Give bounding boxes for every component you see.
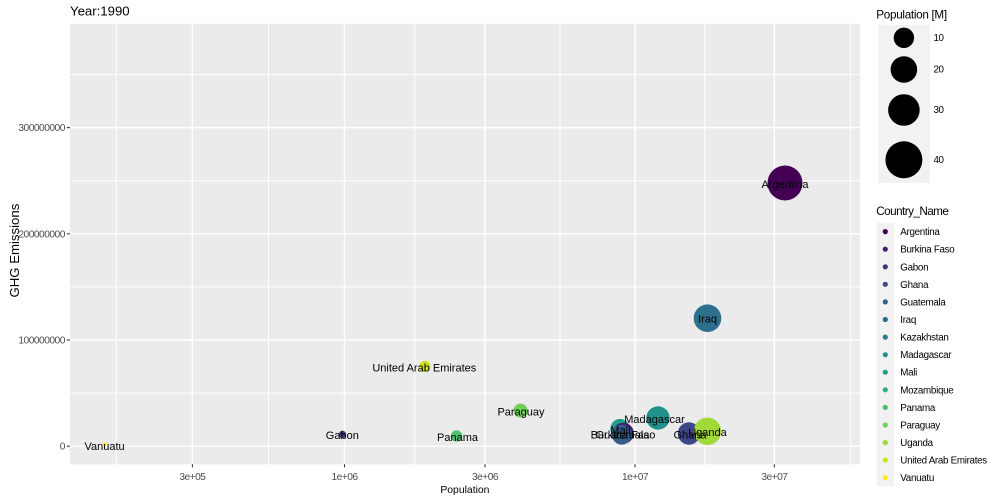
svg-text:Country_Name: Country_Name: [876, 205, 948, 218]
svg-text:Kazakhstan: Kazakhstan: [900, 333, 948, 344]
svg-text:Burkina Faso: Burkina Faso: [591, 430, 656, 442]
svg-text:Gabon: Gabon: [900, 262, 928, 273]
svg-text:United Arab Emirates: United Arab Emirates: [900, 456, 987, 467]
svg-text:Paraguay: Paraguay: [900, 421, 940, 432]
svg-text:Vanuatu: Vanuatu: [900, 473, 934, 484]
svg-text:Guatemala: Guatemala: [900, 297, 946, 308]
svg-text:GHG Emissions: GHG Emissions: [7, 203, 22, 297]
svg-text:1e+06: 1e+06: [331, 472, 358, 483]
svg-text:Vanuatu: Vanuatu: [85, 441, 125, 453]
svg-text:0: 0: [60, 442, 66, 453]
svg-text:Year:1990: Year:1990: [70, 4, 130, 19]
svg-text:20: 20: [934, 65, 945, 76]
svg-text:Ghana: Ghana: [900, 280, 929, 291]
svg-text:300000000: 300000000: [18, 123, 65, 134]
svg-text:Iraq: Iraq: [698, 313, 717, 325]
svg-text:Mali: Mali: [900, 368, 917, 379]
svg-text:Ghana: Ghana: [673, 429, 707, 441]
svg-text:Argentina: Argentina: [761, 179, 809, 191]
svg-text:Burkina Faso: Burkina Faso: [900, 245, 955, 256]
svg-text:100000000: 100000000: [18, 336, 65, 347]
svg-text:Madagascar: Madagascar: [900, 350, 952, 361]
svg-text:200000000: 200000000: [18, 229, 65, 240]
svg-text:Uganda: Uganda: [900, 438, 933, 449]
svg-text:Panama: Panama: [900, 403, 936, 414]
svg-text:1e+07: 1e+07: [622, 472, 649, 483]
svg-text:3e+07: 3e+07: [761, 472, 788, 483]
svg-text:40: 40: [934, 155, 945, 166]
svg-text:Paraguay: Paraguay: [497, 407, 545, 419]
svg-text:Argentina: Argentina: [900, 227, 940, 238]
svg-text:Population [M]: Population [M]: [876, 8, 947, 21]
svg-text:Iraq: Iraq: [900, 315, 916, 326]
svg-text:Uganda: Uganda: [688, 427, 727, 439]
svg-text:Gabon: Gabon: [326, 430, 359, 442]
svg-text:Mali: Mali: [610, 425, 630, 437]
svg-text:Madagascar: Madagascar: [624, 414, 685, 426]
svg-text:Mozambique: Mozambique: [900, 385, 954, 396]
svg-text:30: 30: [934, 105, 945, 116]
svg-text:3e+06: 3e+06: [472, 472, 499, 483]
svg-text:3e+05: 3e+05: [179, 472, 206, 483]
svg-text:Guatemala: Guatemala: [596, 430, 651, 442]
svg-text:10: 10: [934, 33, 945, 44]
svg-text:Population: Population: [440, 485, 489, 496]
svg-text:Panama: Panama: [437, 432, 479, 444]
svg-text:United Arab Emirates: United Arab Emirates: [372, 362, 476, 374]
